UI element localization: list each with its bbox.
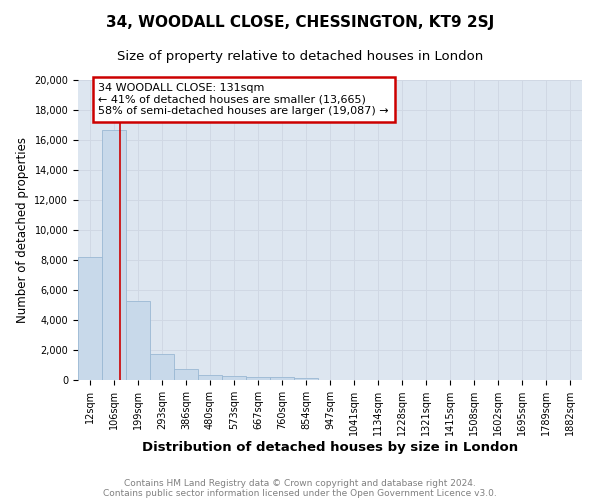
Bar — [174, 369, 198, 380]
Bar — [126, 300, 150, 380]
Text: Contains HM Land Registry data © Crown copyright and database right 2024.: Contains HM Land Registry data © Crown c… — [124, 478, 476, 488]
Text: 34 WOODALL CLOSE: 131sqm
← 41% of detached houses are smaller (13,665)
58% of se: 34 WOODALL CLOSE: 131sqm ← 41% of detach… — [98, 83, 389, 116]
Bar — [198, 375, 222, 380]
Text: 34, WOODALL CLOSE, CHESSINGTON, KT9 2SJ: 34, WOODALL CLOSE, CHESSINGTON, KT9 2SJ — [106, 15, 494, 30]
Bar — [294, 378, 318, 380]
Text: Contains public sector information licensed under the Open Government Licence v3: Contains public sector information licen… — [103, 490, 497, 498]
Bar — [270, 378, 294, 380]
Bar — [102, 130, 126, 380]
Bar — [222, 376, 246, 380]
Text: Size of property relative to detached houses in London: Size of property relative to detached ho… — [117, 50, 483, 63]
Bar — [78, 257, 102, 380]
Y-axis label: Number of detached properties: Number of detached properties — [16, 137, 29, 323]
X-axis label: Distribution of detached houses by size in London: Distribution of detached houses by size … — [142, 441, 518, 454]
Bar — [246, 377, 270, 380]
Bar — [150, 354, 174, 380]
